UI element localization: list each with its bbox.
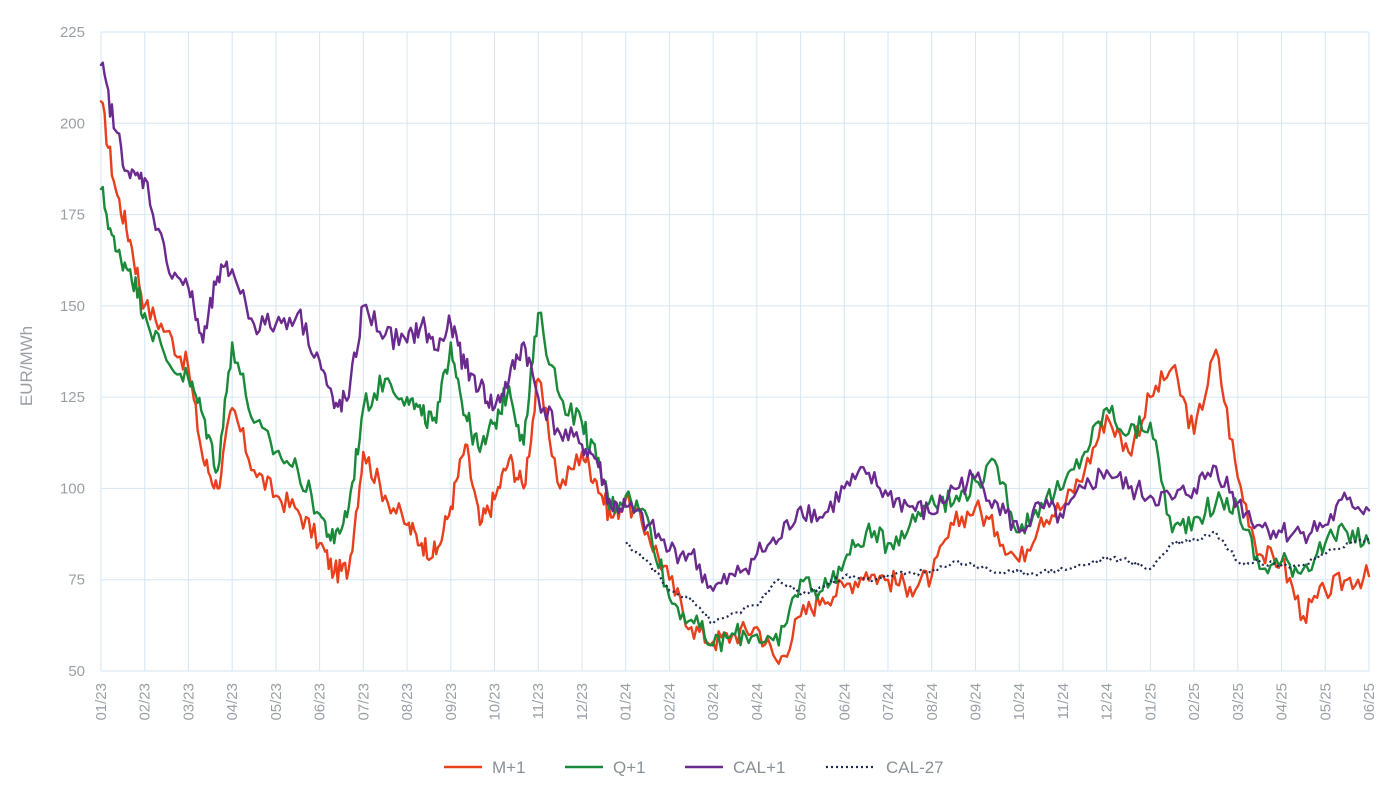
legend-item: Q+1 bbox=[565, 758, 646, 777]
x-tick-label: 02/24 bbox=[661, 683, 678, 721]
y-tick-label: 150 bbox=[60, 298, 85, 315]
legend-item: M+1 bbox=[444, 758, 526, 777]
x-tick-label: 12/23 bbox=[574, 683, 591, 721]
x-tick-label: 03/24 bbox=[705, 683, 722, 721]
y-tick-label: 50 bbox=[68, 663, 85, 680]
legend-label: Q+1 bbox=[613, 758, 646, 777]
x-tick-label: 02/23 bbox=[137, 683, 154, 721]
y-tick-label: 200 bbox=[60, 115, 85, 132]
x-tick-label: 06/25 bbox=[1361, 683, 1378, 721]
y-tick-label: 100 bbox=[60, 480, 85, 497]
grid bbox=[100, 31, 1370, 672]
legend-label: CAL-27 bbox=[886, 758, 944, 777]
x-tick-label: 11/23 bbox=[530, 683, 547, 719]
x-tick-label: 07/24 bbox=[880, 683, 897, 721]
x-tick-label: 05/23 bbox=[268, 683, 285, 721]
x-tick-label: 11/24 bbox=[1055, 683, 1072, 719]
series-line-cal-27 bbox=[625, 530, 1370, 625]
x-tick-label: 07/23 bbox=[355, 683, 372, 721]
x-tick-label: 09/24 bbox=[967, 683, 984, 721]
x-tick-label: 06/24 bbox=[836, 683, 853, 721]
x-tick-label: 01/24 bbox=[618, 683, 635, 721]
legend-label: CAL+1 bbox=[733, 758, 785, 777]
y-tick-label: 225 bbox=[60, 24, 85, 41]
x-tick-label: 08/24 bbox=[924, 683, 941, 721]
x-tick-label: 09/23 bbox=[443, 683, 460, 721]
y-tick-label: 75 bbox=[68, 572, 85, 589]
legend-label: M+1 bbox=[492, 758, 526, 777]
y-axis-title: EUR/MWh bbox=[17, 326, 36, 406]
y-tick-label: 175 bbox=[60, 207, 85, 224]
x-tick-label: 12/24 bbox=[1099, 683, 1116, 721]
x-tick-label: 05/25 bbox=[1317, 683, 1334, 721]
x-tick-label: 04/23 bbox=[224, 683, 241, 721]
x-tick-label: 10/24 bbox=[1011, 683, 1028, 721]
series-line-m-1 bbox=[99, 100, 1371, 665]
x-tick-label: 06/23 bbox=[312, 683, 329, 721]
x-tick-label: 05/24 bbox=[793, 683, 810, 721]
x-tick-label: 02/25 bbox=[1186, 683, 1203, 721]
x-tick-label: 04/25 bbox=[1274, 683, 1291, 721]
x-tick-label: 08/23 bbox=[399, 683, 416, 721]
x-tick-label: 03/23 bbox=[180, 683, 197, 721]
x-tick-label: 01/25 bbox=[1142, 683, 1159, 721]
legend-item: CAL+1 bbox=[685, 758, 785, 777]
x-tick-label: 10/23 bbox=[487, 683, 504, 721]
x-tick-label: 03/25 bbox=[1230, 683, 1247, 721]
series-line-cal-1 bbox=[99, 61, 1371, 592]
legend: M+1 Q+1 CAL+1 CAL-27 bbox=[444, 758, 944, 777]
series-lines bbox=[99, 61, 1371, 665]
x-tick-label: 04/24 bbox=[749, 683, 766, 721]
x-tick-label: 01/23 bbox=[93, 683, 110, 721]
series-line-q-1 bbox=[99, 185, 1371, 653]
legend-item: CAL-27 bbox=[826, 758, 944, 777]
x-axis: 01/23 02/23 03/23 04/23 05/23 06/23 07/23 08/23… bbox=[93, 683, 1378, 721]
y-tick-label: 125 bbox=[60, 389, 85, 406]
y-axis: 50 75 100 125 150 175 200 225 bbox=[60, 24, 85, 680]
